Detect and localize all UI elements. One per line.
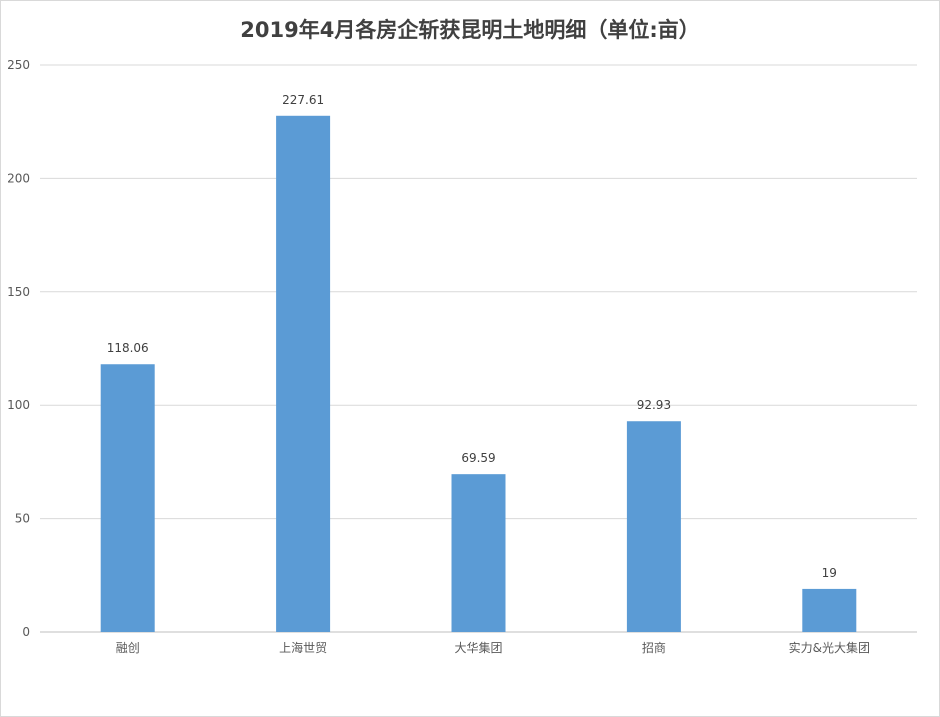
data-label: 19 — [822, 566, 837, 580]
y-tick-label: 200 — [7, 171, 30, 185]
x-tick-label: 融创 — [116, 641, 140, 655]
x-tick-label: 上海世贸 — [279, 640, 327, 655]
y-tick-label: 250 — [7, 58, 30, 72]
bar-3 — [626, 421, 681, 632]
data-label: 69.59 — [461, 451, 495, 465]
bar-2 — [451, 474, 506, 632]
y-tick-label: 100 — [7, 398, 30, 412]
y-tick-label: 0 — [22, 625, 30, 639]
x-tick-label: 大华集团 — [454, 640, 502, 655]
bar-1 — [276, 115, 331, 632]
y-tick-label: 50 — [15, 512, 30, 526]
y-tick-label: 150 — [7, 285, 30, 299]
x-tick-label: 实力&光大集团 — [789, 640, 870, 655]
data-label: 227.61 — [282, 93, 324, 107]
chart-title: 2019年4月各房企斩获昆明土地明细（单位:亩） — [240, 18, 700, 42]
data-label: 118.06 — [107, 341, 149, 355]
bar-0 — [100, 364, 155, 632]
bar-4 — [802, 588, 857, 632]
data-label: 92.93 — [637, 398, 671, 412]
x-tick-label: 招商 — [642, 640, 666, 655]
